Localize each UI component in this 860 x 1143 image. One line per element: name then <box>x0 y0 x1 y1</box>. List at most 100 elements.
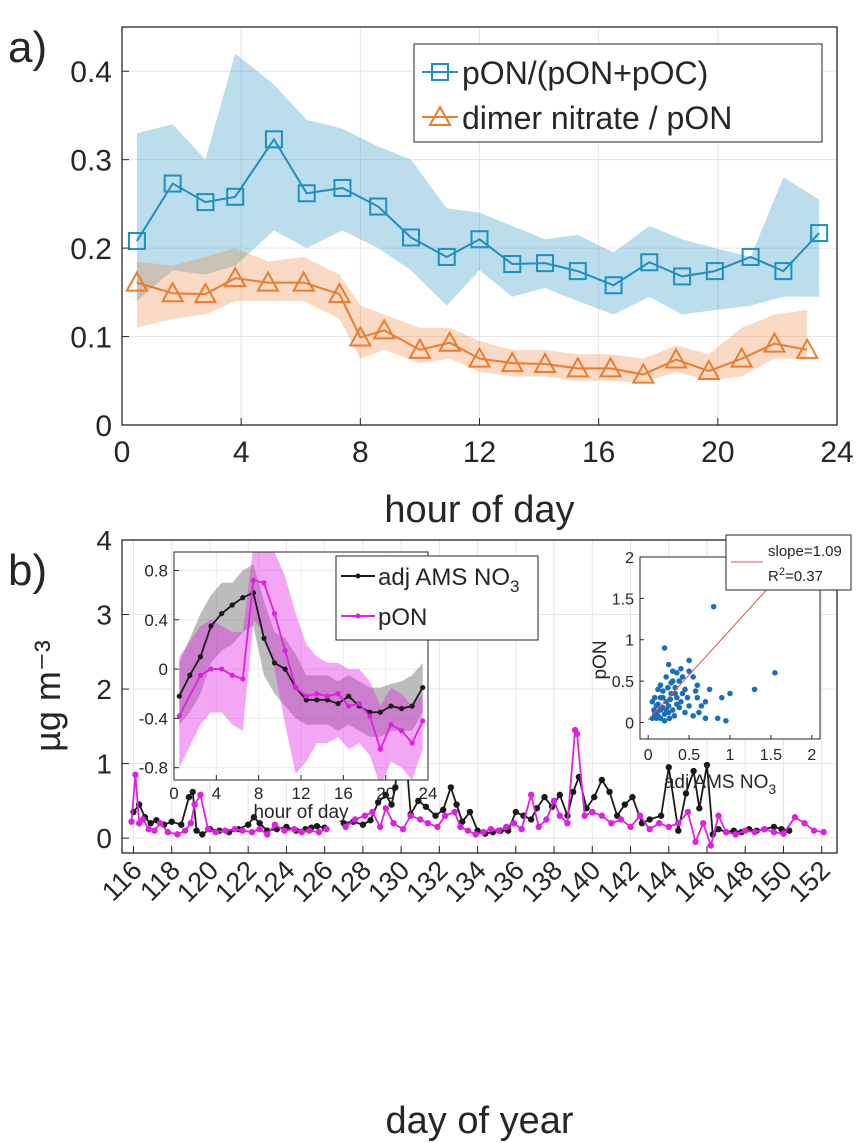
scatter-point <box>706 686 713 693</box>
inset-adj-ams-point <box>229 602 235 608</box>
pon-point <box>636 812 644 819</box>
inset-adj-ams-point <box>314 697 320 703</box>
inset-scatter-xlabel-text: adj AMS NO <box>664 772 769 793</box>
adj-ams-point <box>447 784 455 791</box>
pon-ratio-band <box>136 53 820 315</box>
panel-a-ytick-label: 0.1 <box>70 322 112 355</box>
scatter-point <box>655 701 661 708</box>
panel-a-label: a) <box>8 23 47 72</box>
dimer-point <box>631 362 656 384</box>
pon-ratio-point <box>437 247 456 266</box>
panel-a-xtick-label: 24 <box>820 436 853 469</box>
dimer-point <box>533 351 557 373</box>
inset-diurnal-xlabel: hour of day <box>253 802 349 823</box>
inset-diurnal-bands <box>179 552 423 780</box>
pon-point <box>181 827 189 834</box>
panel-a-ytick-label: 0.2 <box>70 233 112 266</box>
pon-point <box>248 828 256 836</box>
dimer-point <box>348 325 373 347</box>
pon-point <box>151 827 158 834</box>
adj-ams-point <box>646 816 653 823</box>
legend-r2-prefix: R <box>768 568 779 585</box>
scatter-point <box>694 694 701 701</box>
pon-point <box>550 797 558 805</box>
pon-ratio-point <box>333 178 352 197</box>
pon-point <box>751 828 758 836</box>
inset-diurnal-legend-box <box>335 555 539 641</box>
inset-adj-ams-point <box>388 703 394 709</box>
pon-point <box>627 823 634 831</box>
dimer-line <box>136 277 808 376</box>
dimer-point <box>795 337 819 359</box>
dimer-point <box>438 330 462 352</box>
inset-scatter-xtick-label: 0.5 <box>678 747 700 764</box>
pon-point <box>495 827 502 834</box>
pon-point <box>264 831 271 838</box>
dimer-point <box>256 270 280 292</box>
pon-point <box>306 827 313 834</box>
scatter-point <box>698 703 705 709</box>
adj-ams-point <box>256 819 263 827</box>
dimer-point <box>566 356 590 378</box>
adj-ams-point <box>682 790 690 797</box>
inset-diurnal-xtick-label: 20 <box>376 784 395 803</box>
legend-pon-label: pON <box>378 604 427 631</box>
inset-diurnal-xtick-label: 0 <box>169 784 178 803</box>
pon-ratio-point <box>196 193 215 212</box>
dimer-point <box>292 270 316 292</box>
dimer-point <box>729 346 754 368</box>
pon-point <box>535 823 542 831</box>
scatter-point <box>653 715 660 722</box>
inset-pon-point <box>261 580 267 586</box>
inset-diurnal-xtick-label: 24 <box>419 784 438 803</box>
legend-slope-label: slope=1.09 <box>768 543 842 560</box>
dimer-point <box>372 318 396 340</box>
adj-ams-point <box>556 791 563 799</box>
panel-a-xtick-label: 8 <box>352 436 369 469</box>
scatter-point <box>657 694 664 701</box>
panel-a-ytick-label: 0.3 <box>70 145 112 178</box>
pon-point <box>665 823 672 831</box>
scatter-point <box>649 698 656 705</box>
adj-ams-point <box>466 808 474 816</box>
inset-scatter-xtick-label: 1.5 <box>760 747 782 764</box>
panel-a-ytick-label: 0 <box>95 410 112 443</box>
scatter-point <box>684 694 691 701</box>
legend-r2-label: R2=0.37 <box>768 566 823 585</box>
pon-point <box>684 808 692 816</box>
scatter-point <box>702 715 709 722</box>
pon-point <box>707 842 715 849</box>
legend-pon-ratio-marker <box>431 63 449 81</box>
scatter-point <box>660 688 666 694</box>
pon-ratio-point <box>127 232 146 251</box>
inset-pon-point <box>314 691 320 697</box>
inset-adj-ams-band <box>179 564 423 737</box>
inset-scatter-ticks: 0 0.5 1 1.5 2 0 0.5 1 1.5 2 <box>612 550 817 764</box>
inset-adj-ams-point <box>197 654 204 660</box>
adj-ams-point <box>250 814 258 821</box>
pon-point <box>390 819 397 827</box>
inset-adj-ams-point <box>324 697 331 703</box>
pon-point <box>290 825 298 833</box>
inset-adj-ams-point <box>176 693 182 699</box>
inset-scatter-ytick-label: 0 <box>625 715 634 732</box>
inset-diurnal-xtick-label: 12 <box>292 784 311 803</box>
pon-point <box>212 828 219 836</box>
pon-point <box>352 816 359 823</box>
scatter-point <box>696 709 702 716</box>
pon-point <box>145 825 152 833</box>
scatter-point <box>663 674 669 680</box>
panel-a-bands <box>136 53 820 383</box>
inset-pon-point <box>420 718 426 724</box>
inset-adj-ams-point <box>346 693 352 699</box>
pon-point <box>518 825 525 833</box>
legend-dimer-label: dimer nitrate / pON <box>462 100 732 136</box>
pon-point <box>222 827 229 834</box>
pon-ratio-point <box>536 254 555 273</box>
panel-b-xlabel: day of year <box>386 1100 574 1142</box>
pon-point <box>503 823 510 831</box>
inset-diurnal-xtick-label: 4 <box>212 784 221 803</box>
adj-ams-point <box>715 825 722 833</box>
pon-point <box>298 828 305 836</box>
scatter-point <box>672 690 678 697</box>
